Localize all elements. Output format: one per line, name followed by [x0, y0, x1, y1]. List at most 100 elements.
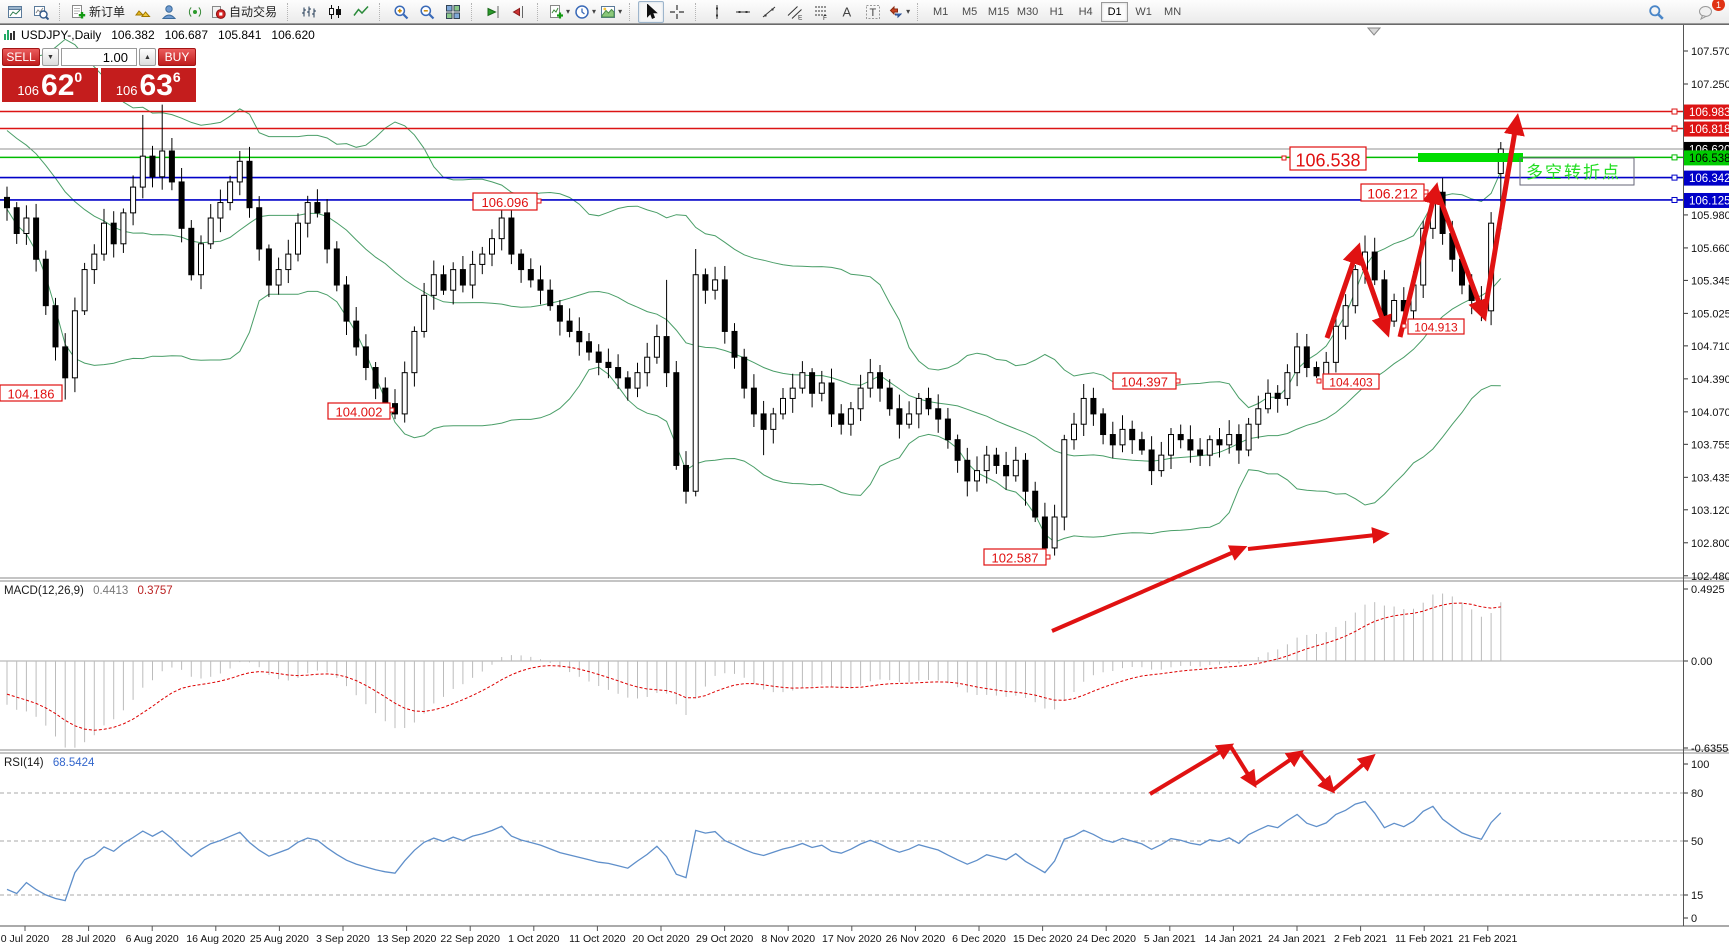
chart-candles-button[interactable]: [322, 1, 348, 23]
candle-body: [644, 356, 651, 374]
candle-body: [188, 227, 195, 276]
periods-clock-button[interactable]: ▾: [572, 1, 598, 23]
zoom-in-button[interactable]: [388, 1, 414, 23]
timeframe-button-w1[interactable]: W1: [1135, 5, 1152, 18]
arrows-tool-button[interactable]: ▾: [886, 1, 912, 23]
auto-trading-button[interactable]: 自动交易: [208, 1, 282, 23]
volume-input[interactable]: [61, 48, 137, 66]
timeframe-button-m30[interactable]: M30: [1016, 5, 1039, 18]
dropdown-caret-icon[interactable]: ▾: [618, 7, 623, 16]
tile-windows-button[interactable]: [440, 1, 466, 23]
fibonacci-button[interactable]: F: [808, 1, 834, 23]
trend-arrow[interactable]: [1247, 527, 1390, 551]
chart-line-button[interactable]: [348, 1, 374, 23]
expert-advisor-button[interactable]: [156, 1, 182, 23]
timeframe-button-d1[interactable]: D1: [1101, 1, 1129, 22]
price-annotation-box[interactable]: [1289, 146, 1367, 171]
trendline-icon: [761, 4, 777, 20]
time-axis-label: 6 Dec 2020: [952, 933, 1006, 945]
trend-arrow[interactable]: [1397, 182, 1443, 338]
price-axis-tick-label: 105.980: [1691, 210, 1729, 222]
trend-arrow[interactable]: [1253, 750, 1304, 786]
zoom-in-icon: [393, 4, 409, 20]
buy-price-box[interactable]: 106 63 6: [100, 68, 196, 102]
price-annotation-box[interactable]: [0, 384, 63, 402]
trend-arrow[interactable]: [1229, 745, 1257, 789]
price-axis-tick-label: 105.345: [1691, 275, 1729, 287]
trend-arrow[interactable]: [1299, 752, 1336, 794]
trendline-button[interactable]: [756, 1, 782, 23]
label-button[interactable]: T: [860, 1, 886, 23]
trend-arrow[interactable]: [1324, 242, 1363, 339]
auto-scroll-button[interactable]: [480, 1, 506, 23]
indicators-add-button[interactable]: ▾: [546, 1, 572, 23]
candle-body: [304, 202, 311, 224]
timeframe-button-m15[interactable]: M15: [987, 5, 1010, 18]
turning-point-callout-text: 多空转折点: [1526, 163, 1621, 182]
trend-arrow[interactable]: [1481, 113, 1525, 318]
turning-point-highlight-bar[interactable]: [1418, 153, 1523, 162]
price-chart-canvas[interactable]: 107.570 107.250 105.980 105.660 105.345 105.0…: [0, 25, 1729, 948]
svg-text:A: A: [843, 4, 852, 19]
chart-shift-marker[interactable]: [1366, 27, 1382, 36]
text-button[interactable]: A: [834, 1, 860, 23]
annotation-anchor: [1401, 323, 1407, 329]
volume-decrease-button[interactable]: ▼: [42, 48, 59, 66]
timeframe-button-m1[interactable]: M1: [932, 5, 949, 18]
time-axis-label: 24 Dec 2020: [1076, 933, 1136, 945]
cursor-button[interactable]: [638, 0, 665, 23]
sell-button[interactable]: SELL: [2, 48, 40, 66]
chart-bars-button[interactable]: [296, 1, 322, 23]
trade-prices-row: 106 62 0 106 63 6: [2, 68, 196, 102]
search-button[interactable]: [1643, 1, 1669, 23]
candle-body: [692, 274, 699, 492]
crosshair-button[interactable]: [664, 1, 690, 23]
new-order-button[interactable]: 新订单: [68, 1, 130, 23]
chart-profile-button[interactable]: [28, 1, 54, 23]
candle-body: [847, 408, 854, 425]
templates-button[interactable]: ▾: [598, 1, 624, 23]
buy-button[interactable]: BUY: [158, 48, 196, 66]
candle-body: [1148, 449, 1155, 472]
gold-bars-button[interactable]: [130, 1, 156, 23]
rsi-pane: [0, 792, 1683, 902]
chart-shift-button[interactable]: [506, 1, 532, 23]
trend-arrow[interactable]: [1051, 545, 1248, 633]
candle-body: [974, 470, 980, 482]
dropdown-caret-icon[interactable]: ▾: [906, 7, 911, 16]
candle-body: [1245, 423, 1252, 451]
candle-body: [624, 377, 631, 389]
dropdown-caret-icon[interactable]: ▾: [592, 7, 597, 16]
vline-button[interactable]: [704, 1, 730, 23]
market-signal-button[interactable]: [182, 1, 208, 23]
crosshair-icon: [669, 4, 685, 20]
new-order-icon: [70, 4, 86, 20]
timeframe-button-h4[interactable]: H4: [1078, 5, 1093, 18]
trend-arrow[interactable]: [1434, 190, 1489, 322]
hline-button[interactable]: [730, 1, 756, 23]
trend-arrow[interactable]: [1355, 249, 1392, 338]
timeframe-button-mn[interactable]: MN: [1164, 5, 1182, 18]
chart-window-button[interactable]: [2, 1, 28, 23]
timeframe-button-m5[interactable]: M5: [961, 5, 978, 18]
sell-price-box[interactable]: 106 62 0: [2, 68, 98, 102]
macd-axis-tick-label: 0.4925: [1691, 584, 1725, 596]
annotation-anchor: [536, 198, 542, 204]
new-order-label: 新订单: [89, 5, 126, 19]
turning-point-callout-box[interactable]: [1519, 157, 1635, 186]
price-annotation-text: 104.397: [1121, 375, 1168, 390]
chat-button[interactable]: 1: [1693, 0, 1725, 23]
price-axis-tick-label: 103.435: [1691, 472, 1729, 484]
time-axis-label: 15 Dec 2020: [1013, 933, 1073, 945]
trend-arrow[interactable]: [1331, 753, 1376, 792]
trend-arrow[interactable]: [1148, 743, 1235, 796]
candle-body: [673, 372, 680, 466]
zoom-out-button[interactable]: [414, 1, 440, 23]
timeframe-button-h1[interactable]: H1: [1049, 5, 1064, 18]
price-annotation-box[interactable]: [1407, 318, 1465, 335]
dropdown-caret-icon[interactable]: ▾: [566, 7, 571, 16]
candle-body: [1109, 434, 1116, 446]
channel-button[interactable]: E: [782, 1, 808, 23]
volume-increase-button[interactable]: ▲: [139, 48, 156, 66]
price-annotation-box[interactable]: [1322, 373, 1380, 390]
